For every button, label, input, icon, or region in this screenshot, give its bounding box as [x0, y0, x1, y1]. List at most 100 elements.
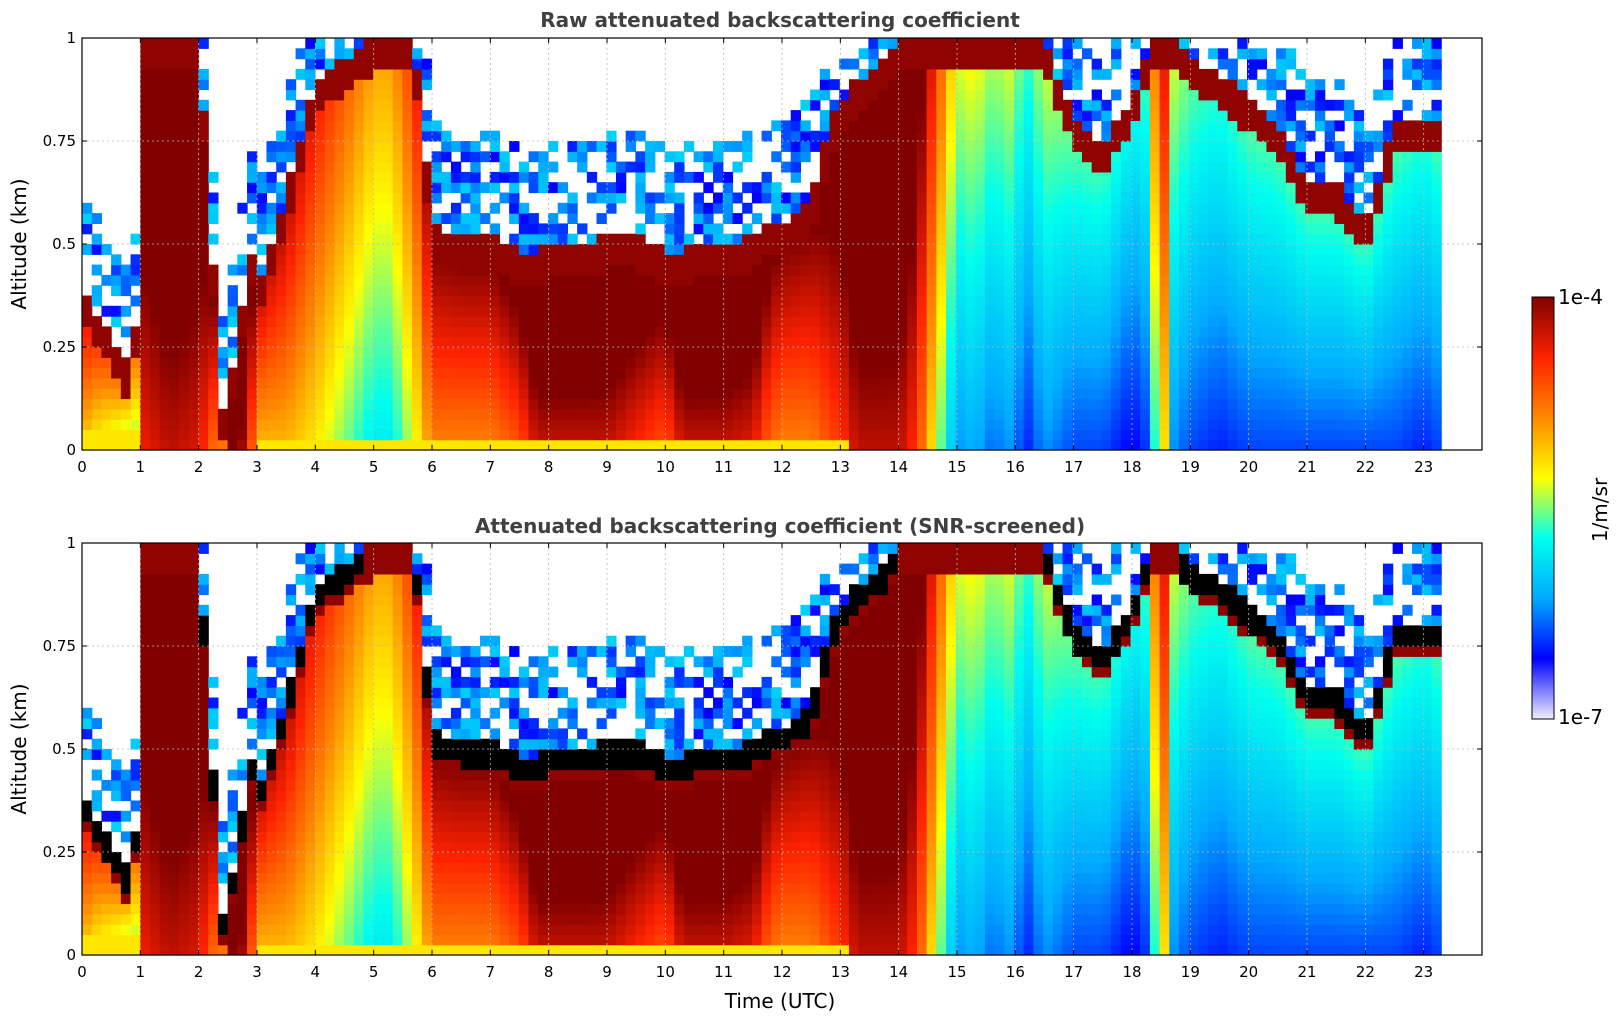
heatmap-cell — [295, 192, 306, 204]
heatmap-cell — [1159, 141, 1170, 152]
heatmap-cell — [402, 99, 413, 111]
heatmap-cell — [887, 305, 899, 317]
heatmap-cell — [344, 161, 355, 173]
heatmap-cell — [130, 913, 141, 925]
heatmap-cell — [1421, 295, 1433, 307]
heatmap-cell — [1188, 274, 1200, 286]
heatmap-cell — [1344, 254, 1355, 266]
heatmap-cell — [751, 429, 763, 441]
heatmap-cell — [751, 388, 763, 400]
heatmap-cell — [1198, 388, 1209, 400]
heatmap-cell — [149, 810, 161, 822]
heatmap-cell — [169, 38, 180, 49]
heatmap-cell — [848, 99, 860, 111]
heatmap-cell — [1256, 347, 1268, 358]
heatmap-cell — [635, 192, 646, 204]
heatmap-cell — [1081, 388, 1093, 400]
heatmap-cell — [1062, 130, 1073, 142]
heatmap-cell — [431, 244, 442, 255]
heatmap-cell — [315, 388, 326, 400]
heatmap-cell — [120, 264, 132, 276]
heatmap-cell — [1402, 336, 1413, 348]
heatmap-cell — [790, 161, 802, 173]
heatmap-cell — [1140, 439, 1151, 451]
heatmap-cell — [878, 213, 889, 224]
heatmap-cell — [188, 130, 200, 142]
heatmap-cell — [1081, 130, 1093, 142]
heatmap-cell — [344, 192, 355, 204]
heatmap-cell — [1266, 192, 1277, 204]
heatmap-cell — [305, 202, 316, 214]
heatmap-cell — [557, 285, 569, 297]
heatmap-cell — [159, 882, 170, 894]
heatmap-cell — [480, 419, 491, 430]
heatmap-cell — [984, 171, 996, 183]
heatmap-cell — [732, 233, 743, 245]
heatmap-cell — [256, 357, 268, 369]
heatmap-cell — [975, 58, 986, 70]
heatmap-cell — [237, 316, 248, 327]
heatmap-cell — [1266, 233, 1277, 245]
heatmap-cell — [276, 429, 287, 441]
heatmap-cell — [557, 316, 569, 327]
heatmap-cell — [548, 254, 559, 266]
heatmap-cell — [635, 408, 646, 420]
heatmap-cell — [1091, 89, 1102, 101]
heatmap-cell — [1392, 171, 1403, 183]
heatmap-cell — [586, 439, 598, 451]
heatmap-cell — [1014, 285, 1025, 297]
heatmap-cell — [208, 439, 219, 451]
heatmap-cell — [489, 408, 501, 420]
heatmap-cell — [1169, 48, 1180, 60]
heatmap-cell — [1227, 254, 1238, 266]
heatmap-cell — [887, 79, 899, 91]
heatmap-cell — [518, 305, 530, 317]
heatmap-cell — [1344, 347, 1355, 358]
heatmap-cell — [548, 408, 559, 420]
heatmap-cell — [1188, 377, 1200, 389]
heatmap-cell — [315, 285, 326, 297]
heatmap-cell — [713, 439, 724, 451]
heatmap-cell — [1334, 357, 1345, 369]
x-tick-label: 1 — [136, 458, 146, 476]
heatmap-cell — [431, 377, 442, 389]
heatmap-cell — [305, 171, 316, 183]
heatmap-cell — [324, 336, 336, 348]
heatmap-cell — [188, 141, 200, 152]
heatmap-cell — [819, 316, 831, 327]
heatmap-cell — [1111, 244, 1122, 255]
heatmap-cell — [1256, 274, 1268, 286]
heatmap-cell — [1392, 367, 1403, 379]
heatmap-cell — [1412, 182, 1423, 194]
heatmap-cell — [1159, 388, 1170, 400]
heatmap-cell — [1285, 233, 1297, 245]
heatmap-cell — [1198, 223, 1209, 235]
heatmap-cell — [916, 89, 928, 101]
heatmap-cell — [111, 285, 122, 297]
heatmap-cell — [1043, 202, 1054, 214]
heatmap-cell — [188, 377, 200, 389]
heatmap-cell — [829, 429, 840, 441]
heatmap-cell — [946, 419, 957, 430]
heatmap-cell — [82, 213, 93, 224]
heatmap-cell — [169, 924, 180, 935]
heatmap-cell — [431, 192, 442, 204]
heatmap-cell — [1402, 161, 1413, 173]
heatmap-cell — [1033, 336, 1044, 348]
heatmap-cell — [149, 563, 161, 575]
heatmap-cell — [1421, 254, 1433, 266]
heatmap-cell — [373, 274, 384, 286]
heatmap-cell — [1295, 295, 1306, 307]
heatmap-cell — [285, 223, 297, 235]
heatmap-cell — [1159, 233, 1170, 245]
heatmap-cell — [1421, 336, 1433, 348]
heatmap-cell — [373, 233, 384, 245]
heatmap-cell — [693, 305, 704, 317]
heatmap-cell — [1412, 295, 1423, 307]
heatmap-cell — [1091, 58, 1102, 70]
heatmap-cell — [1101, 254, 1112, 266]
heatmap-cell — [1382, 254, 1394, 266]
heatmap-cell — [120, 893, 132, 905]
heatmap-cell — [1247, 68, 1258, 80]
heatmap-cell — [256, 264, 268, 276]
